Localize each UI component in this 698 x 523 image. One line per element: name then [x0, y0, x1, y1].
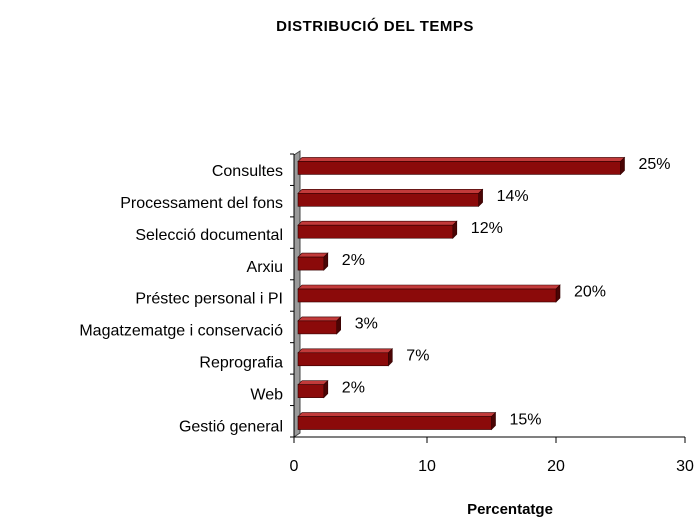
x-tick-label: 10	[418, 458, 436, 475]
data-label: 3%	[355, 316, 378, 333]
bar-top	[297, 380, 329, 385]
bar	[297, 288, 557, 303]
y-tick-label: Web	[250, 386, 283, 403]
y-tick-label: Arxiu	[247, 259, 283, 276]
x-tick-label: 20	[547, 458, 565, 475]
data-label: 15%	[510, 411, 542, 428]
bar	[297, 416, 492, 430]
bar-top	[297, 252, 329, 258]
data-label: 25%	[639, 156, 671, 173]
bar	[297, 161, 621, 175]
bar-top	[297, 412, 497, 417]
y-tick-label: Magatzematge i conservació	[79, 323, 283, 340]
x-axis-label: Percentatge	[467, 501, 553, 518]
bar	[297, 193, 479, 207]
data-label: 12%	[471, 220, 503, 237]
bar	[297, 384, 325, 398]
data-label: 2%	[342, 252, 365, 269]
bar-top	[297, 284, 561, 290]
x-tick-label: 30	[676, 458, 694, 475]
bar-top	[297, 157, 626, 162]
chart-title: DISTRIBUCIÓ DEL TEMPS	[276, 17, 474, 35]
y-tick-label: Selecció documental	[135, 227, 283, 244]
bar-top	[297, 316, 342, 322]
y-tick-label: Processament del fons	[120, 195, 283, 212]
data-label: 7%	[406, 347, 429, 364]
data-label: 14%	[497, 188, 529, 205]
bar-top	[297, 348, 394, 354]
bar	[297, 256, 325, 271]
y-tick-label: Gestió general	[179, 418, 283, 435]
bar	[297, 320, 338, 335]
data-label: 20%	[574, 284, 606, 301]
y-tick-label: Préstec personal i PI	[135, 291, 283, 308]
y-tick-label: Consultes	[212, 163, 283, 180]
y-tick-label: Reprografia	[199, 354, 283, 371]
bar-top	[297, 189, 484, 194]
x-tick-label: 0	[290, 458, 299, 475]
bar	[297, 352, 389, 367]
data-label: 2%	[342, 379, 365, 396]
bar-top	[297, 220, 458, 226]
bar	[297, 224, 454, 239]
